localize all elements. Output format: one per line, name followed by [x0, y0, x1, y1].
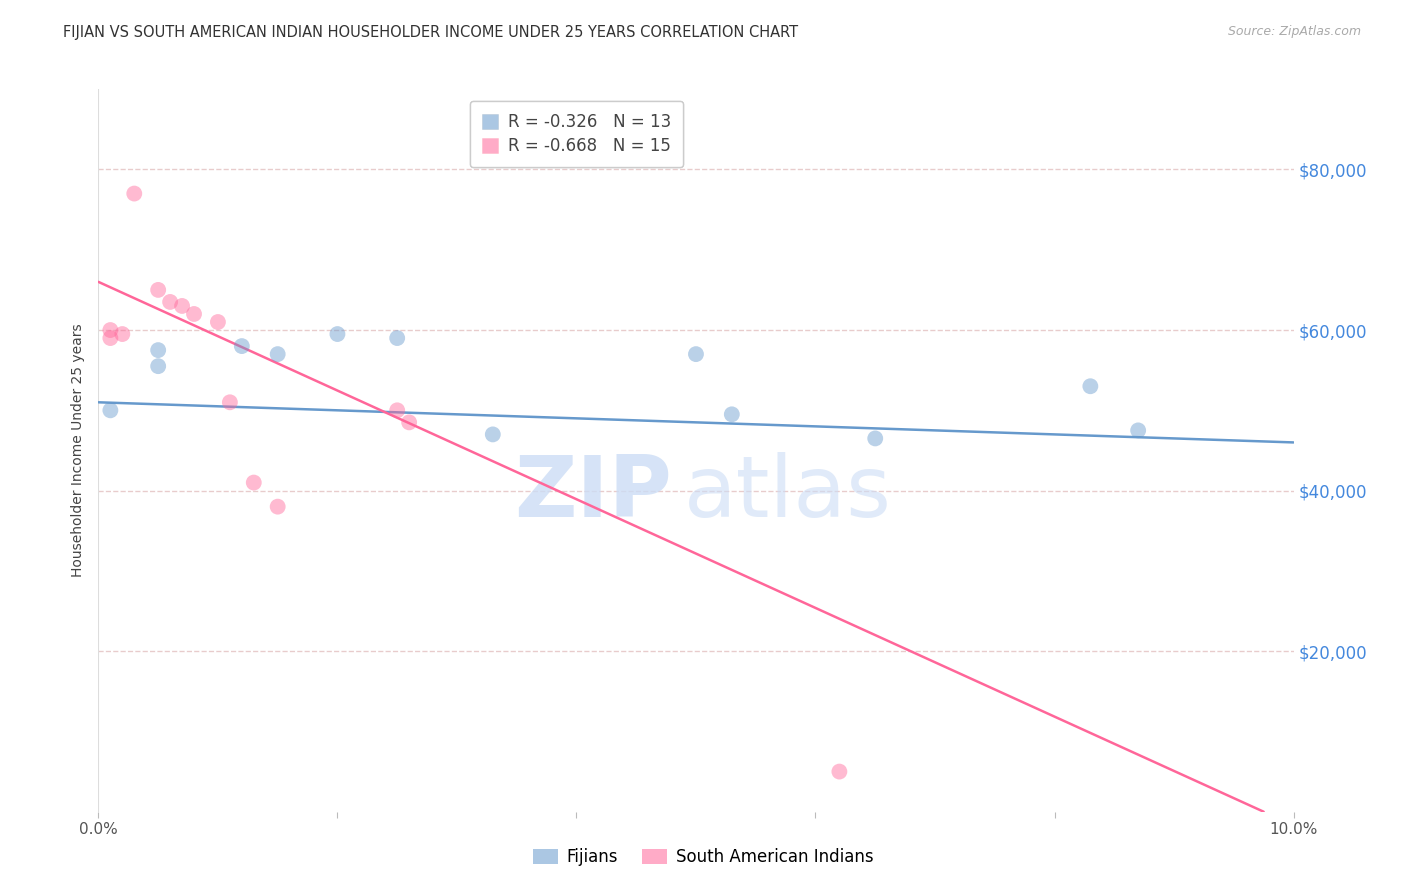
Y-axis label: Householder Income Under 25 years: Householder Income Under 25 years: [72, 324, 86, 577]
Point: [267, 347, 290, 361]
Text: FIJIAN VS SOUTH AMERICAN INDIAN HOUSEHOLDER INCOME UNDER 25 YEARS CORRELATION CH: FIJIAN VS SOUTH AMERICAN INDIAN HOUSEHOL…: [63, 25, 799, 40]
Point: [148, 283, 170, 297]
Point: [482, 427, 505, 442]
Point: [385, 331, 409, 345]
Point: [267, 500, 290, 514]
Point: [1080, 379, 1102, 393]
Point: [183, 307, 205, 321]
Point: [148, 343, 170, 357]
Text: atlas: atlas: [685, 452, 891, 535]
Point: [865, 431, 887, 445]
Point: [398, 415, 420, 429]
Point: [828, 764, 851, 779]
Text: Source: ZipAtlas.com: Source: ZipAtlas.com: [1227, 25, 1361, 38]
Point: [1128, 423, 1150, 437]
Point: [721, 407, 744, 421]
Point: [124, 186, 146, 201]
Point: [148, 359, 170, 373]
Point: [98, 331, 122, 345]
Point: [98, 323, 122, 337]
Point: [111, 326, 134, 341]
Legend: Fijians, South American Indians: Fijians, South American Indians: [526, 842, 880, 873]
Point: [207, 315, 229, 329]
Point: [172, 299, 194, 313]
Point: [326, 326, 349, 341]
Point: [98, 403, 122, 417]
Text: ZIP: ZIP: [515, 452, 672, 535]
Point: [243, 475, 266, 490]
Point: [385, 403, 409, 417]
Point: [159, 294, 181, 309]
Point: [219, 395, 242, 409]
Legend: R = -0.326   N = 13, R = -0.668   N = 15: R = -0.326 N = 13, R = -0.668 N = 15: [470, 101, 683, 167]
Point: [685, 347, 707, 361]
Point: [231, 339, 253, 353]
